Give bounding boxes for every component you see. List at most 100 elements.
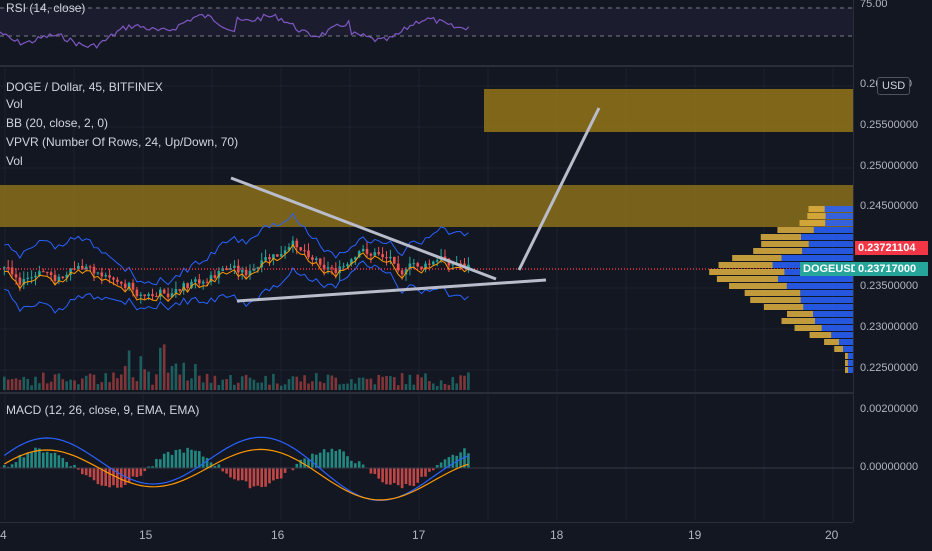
vpvr-bar-down	[750, 297, 801, 303]
bollinger-indicator-label[interactable]: BB (20, close, 2, 0)	[6, 115, 108, 131]
vpvr-bar-down	[764, 304, 803, 310]
vpvr-bar-down	[800, 220, 826, 226]
macd-histogram-bar	[350, 461, 353, 468]
volume-bar	[299, 381, 302, 390]
macd-histogram-bar	[370, 468, 373, 474]
vpvr-bar-down	[753, 248, 802, 254]
macd-histogram-bar	[81, 468, 84, 474]
macd-histogram-bar	[206, 458, 209, 468]
vpvr-bar-up	[825, 220, 853, 226]
volume-bar	[77, 384, 80, 390]
volume-indicator-label[interactable]: Vol	[6, 96, 23, 112]
volume-bar	[237, 383, 240, 390]
candle-body	[307, 251, 310, 258]
volume-bar	[175, 364, 178, 390]
candle-body	[151, 294, 154, 296]
candle-body	[413, 263, 416, 264]
macd-histogram-bar	[97, 468, 100, 484]
macd-indicator-label[interactable]: MACD (12, 26, close, 9, EMA, EMA)	[6, 402, 199, 418]
vpvr-bar-up	[800, 290, 853, 296]
vpvr-bar-down	[729, 283, 787, 289]
candle-body	[116, 280, 119, 282]
price-tick-5: 0.23000000	[860, 321, 918, 333]
macd-histogram-bar	[296, 464, 299, 468]
volume-bar	[73, 380, 76, 390]
candle-body	[30, 277, 33, 278]
candle-body	[299, 247, 302, 250]
candle-body	[331, 267, 334, 268]
macd-histogram-bar	[358, 461, 361, 468]
candle-body	[202, 282, 205, 284]
macd-histogram-bar	[284, 468, 287, 473]
volume-bar	[260, 383, 263, 390]
volume-bar	[136, 381, 139, 390]
volume-indicator-label-2[interactable]: Vol	[6, 153, 23, 169]
price-tick-2: 0.25000000	[860, 160, 918, 172]
vpvr-bar-up	[787, 283, 853, 289]
pane-separator-rsi[interactable]	[0, 65, 932, 67]
macd-histogram-bar	[331, 449, 334, 468]
candle-body	[26, 278, 29, 279]
rsi-indicator-label[interactable]: RSI (14, close)	[6, 0, 85, 16]
volume-bar	[155, 374, 158, 390]
volume-bar	[42, 373, 45, 390]
candle-body	[401, 270, 404, 274]
volume-bar	[389, 376, 392, 390]
volume-bar	[288, 379, 291, 390]
usd-currency-button[interactable]: USD	[877, 77, 910, 95]
volume-bar	[452, 377, 455, 390]
trendline-lower	[237, 280, 546, 301]
macd-histogram-bar	[140, 468, 143, 476]
volume-bar	[405, 384, 408, 390]
candle-body	[303, 250, 306, 251]
macd-histogram-bar	[237, 468, 240, 481]
macd-histogram-bar	[186, 448, 189, 468]
candle-body	[366, 249, 369, 254]
vpvr-bar-up	[813, 311, 853, 317]
volume-bar	[459, 375, 462, 390]
symbol-price-tag: 0.23717000	[855, 262, 928, 276]
volume-bar	[97, 384, 100, 390]
macd-histogram-bar	[128, 468, 131, 483]
candle-body	[89, 267, 92, 268]
candle-body	[432, 262, 435, 265]
macd-histogram-bar	[245, 468, 248, 481]
macd-histogram-bar	[257, 468, 260, 486]
macd-histogram-bar	[374, 468, 377, 474]
candle-body	[163, 290, 166, 294]
time-axis[interactable]	[0, 522, 853, 551]
pane-separator-macd[interactable]	[0, 392, 932, 394]
volume-bar	[366, 379, 369, 390]
vpvr-bar-down	[777, 227, 813, 233]
main-symbol-label[interactable]: DOGE / Dollar, 45, BITFINEX	[6, 79, 163, 95]
candle-body	[377, 252, 380, 254]
macd-histogram-bar	[397, 468, 400, 485]
candle-body	[34, 276, 37, 278]
volume-bar	[370, 379, 373, 390]
volume-bar	[280, 386, 283, 390]
volume-bar	[249, 378, 252, 390]
vpvr-indicator-label[interactable]: VPVR (Number Of Rows, 24, Up/Down, 70)	[6, 134, 238, 150]
candle-body	[370, 254, 373, 256]
macd-histogram-bar	[225, 468, 228, 474]
volume-bar	[315, 373, 318, 390]
volume-bar	[140, 356, 143, 390]
candle-body	[436, 260, 439, 261]
volume-bar	[182, 363, 185, 390]
volume-bar	[362, 378, 365, 390]
candle-body	[112, 278, 115, 280]
macd-histogram-bar	[120, 468, 123, 488]
vpvr-bar-down	[834, 346, 843, 352]
volume-bar	[311, 381, 314, 390]
volume-bar	[15, 378, 18, 390]
macd-histogram-bar	[93, 468, 96, 480]
macd-histogram-bar	[327, 452, 330, 468]
candle-body	[42, 271, 45, 272]
price-tick-4: 0.23500000	[860, 280, 918, 292]
volume-bar	[401, 373, 404, 390]
vpvr-bar-down	[808, 206, 824, 212]
macd-histogram-bar	[155, 459, 158, 468]
macd-histogram-bar	[338, 449, 341, 468]
macd-histogram-bar	[280, 468, 283, 478]
